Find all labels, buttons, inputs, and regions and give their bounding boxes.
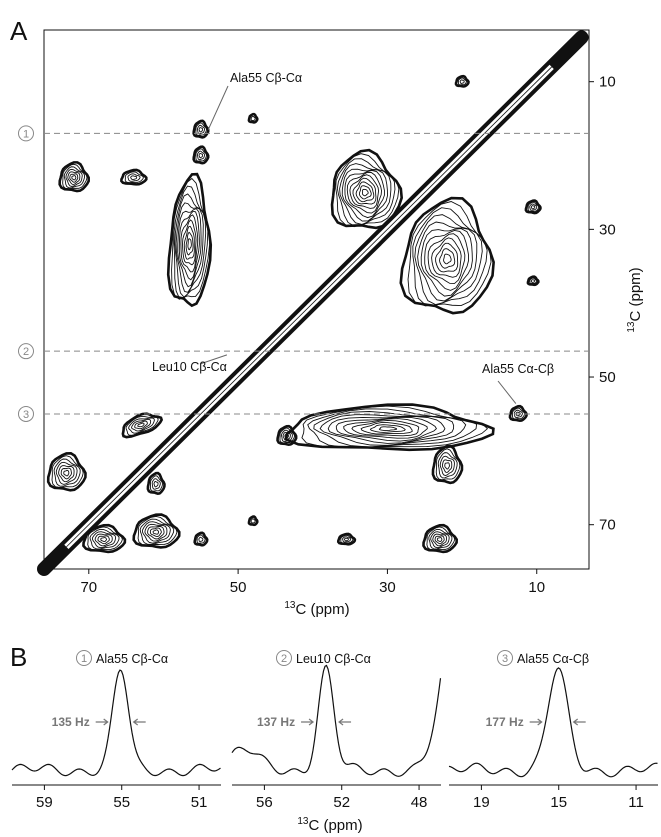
x-axis-ticks: 70 50 30 10	[80, 569, 545, 596]
peak-small	[121, 412, 164, 439]
trace-title: Ala55 Cβ-Cα	[96, 652, 168, 666]
y-axis-ticks: 10 30 50 70	[589, 74, 616, 534]
trace-title: Leu10 Cβ-Cα	[296, 652, 371, 666]
slice-trace	[11, 669, 221, 777]
trace-marker-number: 3	[502, 653, 508, 665]
diagonal-center	[66, 66, 552, 548]
x-tick-label: 70	[80, 579, 97, 596]
slice-marker-number: 1	[23, 128, 29, 140]
panel-letter-b: B	[10, 642, 27, 672]
peak-cluster-upper	[330, 148, 404, 230]
peak-small	[46, 452, 87, 492]
linewidth-label: 137 Hz	[257, 715, 295, 729]
trace-marker-circle	[497, 650, 513, 666]
x-tick-label: 30	[379, 579, 396, 596]
peak-small	[336, 532, 357, 546]
y-tick-label: 50	[599, 369, 616, 386]
slice-guides	[44, 132, 589, 415]
peak-cluster-lower-right	[431, 444, 464, 485]
trace-panel-2: 56 52 48 2 Leu10 Cβ-Cα 137 Hz	[231, 650, 442, 811]
annotation-leaders	[199, 85, 517, 404]
peak-small	[192, 145, 210, 165]
slice-marker-circle	[18, 343, 34, 360]
peak-small	[526, 275, 540, 287]
slice-marker-circle	[18, 405, 34, 422]
trace-marker-number: 1	[81, 653, 87, 665]
annotation-leader	[199, 354, 228, 365]
y-tick-label: 10	[599, 74, 616, 91]
linewidth-arrow-right	[338, 718, 352, 726]
annotation-ala55-cb-ca: Ala55 Cβ-Cα	[230, 71, 302, 85]
peak-small	[422, 523, 458, 554]
x-tick-label: 10	[528, 579, 545, 596]
peak-small	[524, 199, 542, 215]
annotation-leader	[207, 85, 229, 130]
trace-tick-label: 15	[550, 794, 567, 811]
x-tick-label: 50	[230, 579, 247, 596]
trace-panel-3: 19 15 11 3 Ala55 Cα-Cβ 177 Hz	[448, 650, 658, 811]
y-tick-label: 70	[599, 517, 616, 534]
linewidth-label: 135 Hz	[52, 715, 90, 729]
peak-small	[120, 168, 148, 186]
peak-small	[247, 112, 259, 124]
trace-marker-circle	[276, 650, 292, 666]
slice-marker-circle	[18, 125, 34, 142]
annotation-ala55-ca-cb: Ala55 Cα-Cβ	[482, 362, 554, 376]
peak-small	[454, 74, 470, 88]
plot-frame	[43, 29, 590, 570]
trace-tick-label: 56	[256, 794, 273, 811]
peak-small	[58, 161, 90, 193]
trace-marker-number: 2	[281, 653, 287, 665]
slice-trace	[448, 667, 658, 778]
peak-cluster-right	[399, 196, 495, 315]
annotation-leader	[497, 380, 517, 404]
peak-small	[247, 515, 259, 527]
trace-tick-label: 55	[113, 794, 130, 811]
trace-tick-label: 52	[333, 794, 350, 811]
peak-cluster-lower	[284, 403, 495, 452]
annotation-leu10-cb-ca: Leu10 Cβ-Cα	[152, 360, 227, 374]
peak-small	[276, 424, 298, 447]
trace-tick-label: 48	[411, 794, 428, 811]
linewidth-label: 177 Hz	[486, 715, 524, 729]
x-axis-label: 13C (ppm)	[284, 600, 349, 618]
diagonal-ridge	[37, 30, 589, 576]
peak-cluster-left	[166, 172, 213, 308]
trace-tick-label: 19	[473, 794, 490, 811]
contour-peaks	[46, 74, 542, 554]
peak-small	[132, 513, 181, 549]
peak-small	[82, 523, 127, 554]
peak-small	[146, 471, 166, 496]
slice-marker-number: 2	[23, 346, 29, 358]
linewidth-arrow-left	[301, 718, 315, 726]
trace-tick-label: 11	[628, 794, 644, 811]
y-tick-label: 30	[599, 221, 616, 238]
trace-panel-1: 59 55 51 1 Ala55 Cβ-Cα 135 Hz	[11, 650, 221, 811]
linewidth-arrow-right	[132, 718, 146, 726]
trace-marker-circle	[76, 650, 92, 666]
linewidth-arrow-right	[572, 718, 586, 726]
peak-ala55-cb-ca	[192, 119, 210, 139]
slice-markers: 1 2 3	[18, 125, 34, 422]
trace-tick-label: 59	[36, 794, 53, 811]
slice-traces: 59 55 51 1 Ala55 Cβ-Cα 135 Hz 56 52 48 2 Leu10 Cβ-…	[11, 650, 658, 811]
linewidth-arrow-left	[529, 718, 543, 726]
panel-letter-a: A	[10, 16, 28, 46]
trace-title: Ala55 Cα-Cβ	[517, 652, 589, 666]
nmr-2d-spectrum	[37, 29, 590, 576]
slice-trace	[231, 664, 442, 777]
y-axis-label: 13C (ppm)	[626, 267, 644, 332]
slice-marker-number: 3	[23, 409, 29, 421]
b-x-axis-label: 13C (ppm)	[297, 816, 362, 834]
trace-tick-label: 51	[191, 794, 208, 811]
linewidth-arrow-left	[95, 718, 109, 726]
peak-small	[193, 531, 209, 547]
